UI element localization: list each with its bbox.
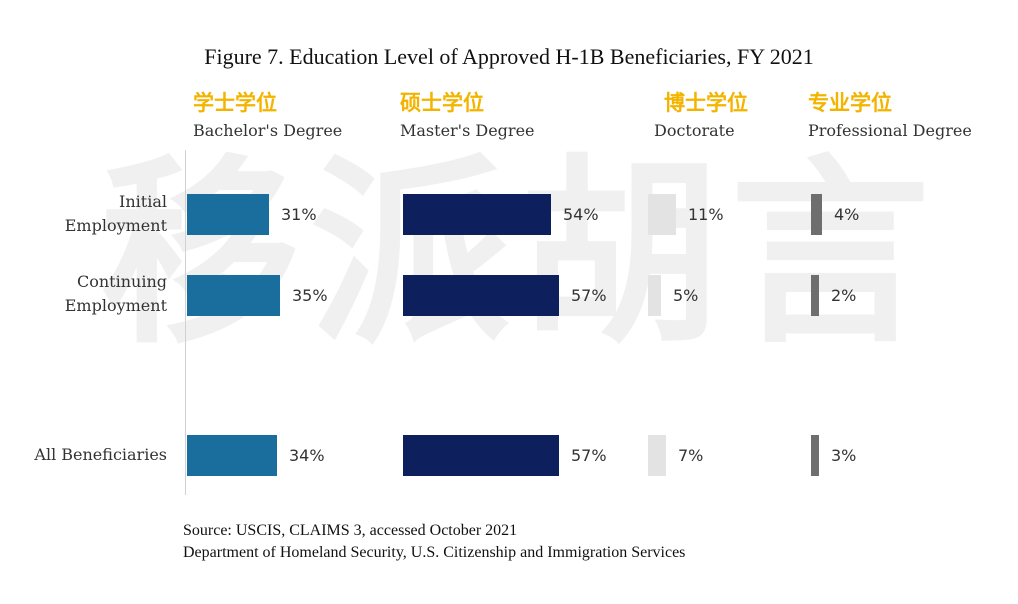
row-label-line: Employment xyxy=(64,216,167,235)
row-label-line: Employment xyxy=(64,296,167,315)
column-header-en: Doctorate xyxy=(654,121,735,140)
bar-professional-initial xyxy=(811,194,822,235)
column-header-zh: 专业学位 xyxy=(808,91,892,115)
data-label-bachelor-continuing: 35% xyxy=(292,286,328,305)
column-header-bachelor: 学士学位 Bachelor's Degree xyxy=(193,88,342,144)
bar-doctorate-initial xyxy=(648,194,676,235)
data-label-master-initial: 54% xyxy=(563,205,599,224)
row-label-line: Initial xyxy=(119,192,167,211)
data-label-professional-all: 3% xyxy=(831,446,857,465)
source-line: Source: USCIS, CLAIMS 3, accessed Octobe… xyxy=(183,522,518,539)
watermark: 移派胡言 xyxy=(100,138,941,371)
chart-title: Figure 7. Education Level of Approved H-… xyxy=(204,44,814,69)
data-label-bachelor-initial: 31% xyxy=(281,205,317,224)
data-label-doctorate-all: 7% xyxy=(678,446,704,465)
bar-professional-continuing xyxy=(811,275,819,316)
column-header-zh: 博士学位 xyxy=(664,91,748,115)
row-label-all: All Beneficiaries xyxy=(34,443,167,467)
column-header-professional: 专业学位 Professional Degree xyxy=(808,88,972,144)
data-label-master-continuing: 57% xyxy=(571,286,607,305)
category-axis-line xyxy=(185,150,186,495)
source-line: Department of Homeland Security, U.S. Ci… xyxy=(183,544,686,561)
bar-master-initial xyxy=(403,194,551,235)
bar-master-continuing xyxy=(403,275,559,316)
column-header-en: Bachelor's Degree xyxy=(193,121,343,140)
bar-master-all xyxy=(403,435,559,476)
data-label-professional-initial: 4% xyxy=(834,205,860,224)
row-label-line: All Beneficiaries xyxy=(34,445,167,464)
data-label-doctorate-initial: 11% xyxy=(688,205,724,224)
column-header-en: Master's Degree xyxy=(400,121,535,140)
data-label-master-all: 57% xyxy=(571,446,607,465)
bar-professional-all xyxy=(811,435,819,476)
data-label-professional-continuing: 2% xyxy=(831,286,857,305)
column-header-zh: 学士学位 xyxy=(193,91,277,115)
bar-doctorate-all xyxy=(648,435,666,476)
data-label-doctorate-continuing: 5% xyxy=(673,286,699,305)
row-label-continuing: Continuing Employment xyxy=(65,270,167,318)
bar-bachelor-continuing xyxy=(187,275,280,316)
row-label-line: Continuing xyxy=(77,272,167,291)
bar-bachelor-all xyxy=(187,435,277,476)
bar-bachelor-initial xyxy=(187,194,269,235)
column-header-master: 硕士学位 Master's Degree xyxy=(400,88,535,144)
bar-doctorate-continuing xyxy=(648,275,661,316)
row-label-initial: Initial Employment xyxy=(65,190,167,238)
source-note: Source: USCIS, CLAIMS 3, accessed Octobe… xyxy=(183,520,685,564)
column-header-zh: 硕士学位 xyxy=(400,91,484,115)
column-header-en: Professional Degree xyxy=(808,121,972,140)
data-label-bachelor-all: 34% xyxy=(289,446,325,465)
column-header-doctorate: 博士学位 Doctorate xyxy=(654,88,748,144)
